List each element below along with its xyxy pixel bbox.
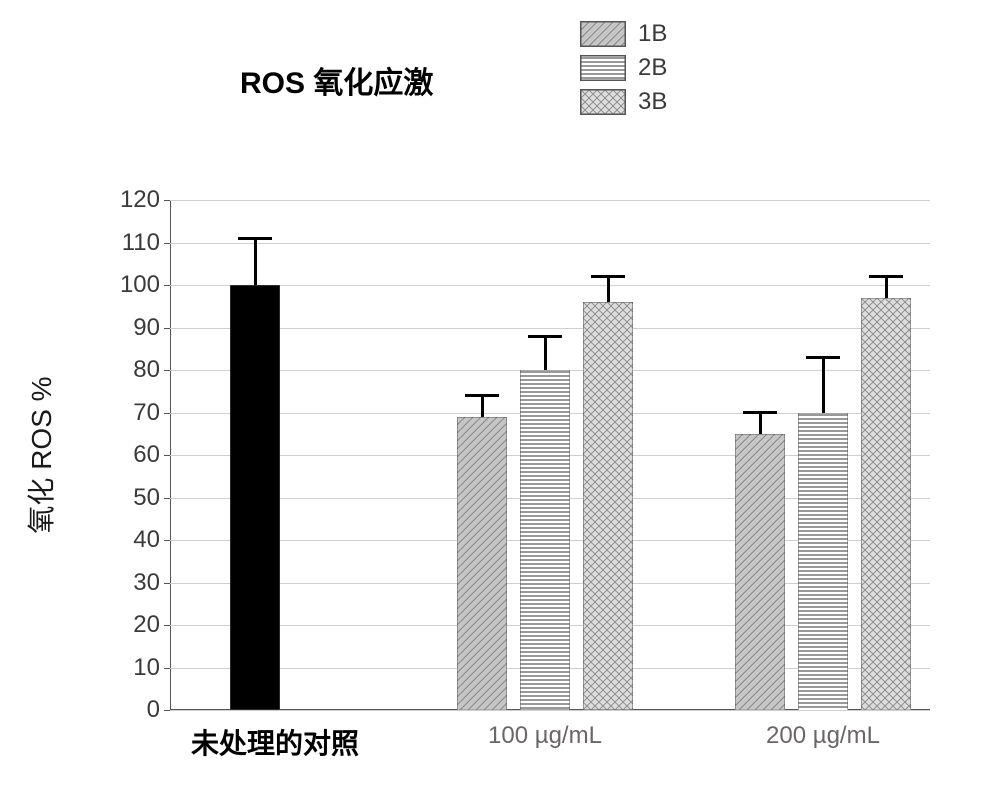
ytick-label: 50 — [133, 484, 170, 512]
bar-rect — [520, 370, 570, 710]
error-cap-top — [465, 394, 499, 397]
x-group-label: 200 µg/mL — [766, 722, 880, 750]
legend: 1B 2B 3B — [580, 20, 667, 122]
legend-item: 2B — [580, 54, 667, 82]
ytick-label: 10 — [133, 654, 170, 682]
ytick-label: 120 — [120, 186, 170, 214]
gridline — [170, 328, 930, 329]
bar — [457, 417, 507, 710]
bar-rect — [457, 417, 507, 710]
figure-container: ROS 氧化应激 1B2B3B 氧化 ROS % 010203040506070… — [0, 0, 1000, 794]
bar — [583, 302, 633, 710]
ytick-label: 60 — [133, 441, 170, 469]
ytick-label: 110 — [122, 229, 170, 257]
bar-rect — [583, 302, 633, 710]
bar — [798, 413, 848, 711]
error-cap-top — [238, 237, 272, 240]
legend-item: 1B — [580, 20, 667, 48]
chart-title: ROS 氧化应激 — [240, 58, 433, 102]
bar-rect — [861, 298, 911, 710]
bar-rect — [735, 434, 785, 710]
ytick-label: 30 — [133, 569, 170, 597]
legend-item: 3B — [580, 88, 667, 116]
legend-swatch — [580, 55, 626, 81]
bar-rect — [230, 285, 280, 710]
ytick-label: 0 — [147, 696, 170, 724]
bar — [735, 434, 785, 710]
y-axis-label: 氧化 ROS % — [20, 376, 60, 533]
legend-swatch — [580, 21, 626, 47]
error-cap-top — [806, 356, 840, 359]
error-cap-top — [591, 275, 625, 278]
legend-label: 3B — [638, 88, 667, 116]
gridline — [170, 200, 930, 201]
x-group-label: 100 µg/mL — [488, 722, 602, 750]
x-group-label: 未处理的对照 — [191, 722, 359, 762]
gridline — [170, 285, 930, 286]
ytick-label: 100 — [120, 271, 170, 299]
legend-label: 2B — [638, 54, 667, 82]
error-cap-top — [528, 335, 562, 338]
ytick-label: 80 — [133, 356, 170, 384]
ytick-label: 90 — [133, 314, 170, 342]
plot-area: 0102030405060708090100110120未处理的对照100 µg… — [170, 200, 930, 710]
gridline — [170, 710, 930, 711]
ytick-label: 20 — [133, 611, 170, 639]
bar — [230, 285, 280, 710]
bar — [861, 298, 911, 710]
bar-rect — [798, 413, 848, 711]
legend-label: 1B — [638, 20, 667, 48]
legend-swatch — [580, 89, 626, 115]
error-cap-top — [869, 275, 903, 278]
ytick-label: 70 — [133, 399, 170, 427]
bar — [520, 370, 570, 710]
gridline — [170, 243, 930, 244]
ytick-label: 40 — [133, 526, 170, 554]
error-cap-top — [743, 411, 777, 414]
